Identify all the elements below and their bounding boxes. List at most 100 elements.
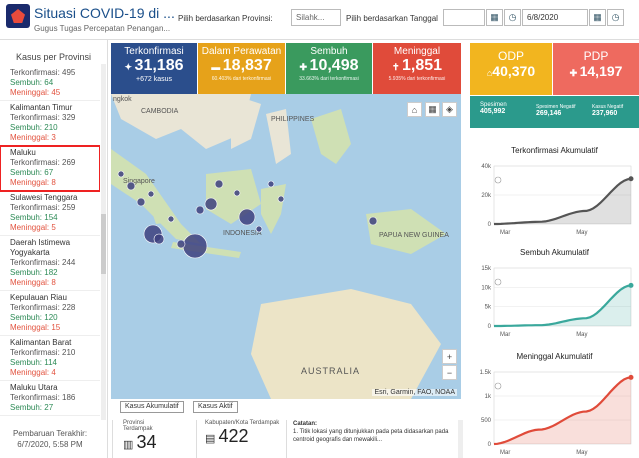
tab-kasus-akumulatif[interactable]: Kasus Akumulatif (120, 401, 184, 413)
province-list[interactable]: Terkonfirmasi: 495 Sembuh: 64 Meninggal:… (0, 64, 100, 420)
deaths-text: Meninggal: 45 (10, 88, 61, 97)
zoom-out-icon[interactable]: − (442, 365, 457, 380)
bnpb-logo (6, 4, 30, 28)
affected-provinces-label: Provinsi Terdampak (123, 420, 153, 432)
province-name: Kalimantan Timur (10, 103, 73, 112)
building-icon: ▥ (123, 439, 137, 451)
confirmed-tile: Terkonfirmasi ✦ 31,186 +672 kasus (111, 43, 197, 95)
layers-icon[interactable]: ◈ (442, 102, 457, 117)
series-area (494, 178, 631, 224)
list-item[interactable]: Kalimantan Timur Terkonfirmasi: 329 Semb… (0, 101, 100, 146)
list-item[interactable]: Terkonfirmasi: 495 Sembuh: 64 Meninggal:… (0, 64, 100, 101)
y-tick-label: 20k (481, 193, 492, 199)
list-item-selected[interactable]: Maluku Terkonfirmasi: 269 Sembuh: 67 Men… (0, 145, 100, 192)
odp-title: ODP (497, 49, 524, 63)
list-item[interactable]: Sulawesi Tenggara Terkonfirmasi: 259 Sem… (0, 191, 100, 236)
person-icon: ✦ (124, 62, 135, 72)
specimen-value: 405,992 (480, 108, 506, 115)
clock-icon[interactable]: ◷ (504, 9, 521, 26)
list-item[interactable]: Kepulauan Riau Terkonfirmasi: 228 Sembuh… (0, 291, 100, 336)
recovered-chart: 0 5k 10k 15k Mar May (481, 266, 634, 338)
grid-icon[interactable]: ▦ (425, 102, 440, 117)
list-item[interactable]: Daerah Istimewa Yogyakarta Terkonfirmasi… (0, 236, 100, 291)
pdp-tile: PDP ✚ 14,197 (553, 43, 639, 95)
province-name: Sulawesi Tenggara (10, 193, 78, 202)
specimen-block: Spesimen 405,992 (480, 102, 507, 115)
zoom-in-icon[interactable]: + (442, 349, 457, 364)
case-bubbles (117, 170, 378, 259)
y-tick-label: 15k (481, 266, 492, 272)
updated-label: Pembaruan Terakhir: (12, 429, 88, 438)
x-tick-label: May (576, 230, 587, 236)
recovered-text: Sembuh: 154 (10, 213, 58, 222)
app-subtitle: Gugus Tugas Percepatan Penangan... (34, 24, 171, 33)
list-item[interactable]: Maluku Utara Terkonfirmasi: 186 Sembuh: … (0, 381, 100, 416)
map-label-australia: AUSTRALIA (301, 366, 361, 376)
x-tick-label: Mar (500, 230, 510, 236)
recovered-text: Sembuh: 210 (10, 123, 58, 132)
confirmed-text: Terkonfirmasi: 495 (10, 68, 76, 77)
tab-kasus-aktif[interactable]: Kasus Aktif (193, 401, 238, 413)
province-name: Kalimantan Barat (10, 338, 72, 347)
deaths-chart: 0 500 1k 1.5k Mar May (480, 370, 634, 456)
notes-scrollbar[interactable] (458, 420, 463, 458)
range-handle (494, 176, 502, 184)
recovered-text: Sembuh: 114 (10, 358, 57, 367)
chart-title-deaths: Meninggal Akumulatif (516, 352, 593, 361)
y-tick-label: 0 (488, 442, 492, 448)
deaths-value: ✝ 1,851 (391, 57, 443, 74)
sidebar-title: Kasus per Provinsi (15, 52, 92, 62)
map-label-papua: PAPUA NEW GUINEA (379, 232, 449, 239)
notes-text: 1. Titik lokasi yang ditunjukkan pada pe… (293, 429, 449, 443)
y-tick-label: 10k (481, 285, 492, 291)
calendar-icon[interactable]: ▦ (486, 9, 503, 26)
start-date-field[interactable] (443, 9, 485, 26)
last-point (628, 176, 634, 182)
deaths-text: Meninggal: 4 (10, 368, 56, 377)
province-select[interactable]: Silahk... (291, 9, 341, 26)
list-item[interactable]: Kalimantan Barat Terkonfirmasi: 210 Semb… (0, 336, 100, 381)
city-icon: ▤ (205, 433, 219, 445)
y-tick-label: 0 (488, 222, 492, 228)
province-name: Maluku Utara (10, 383, 58, 392)
range-handle (494, 382, 502, 390)
specimen-title: Spesimen (480, 102, 507, 108)
x-tick-label: Mar (500, 332, 510, 338)
recovered-text: Sembuh: 67 (10, 168, 54, 177)
app-title: Situasi COVID-19 di ... (34, 5, 175, 21)
end-date-field[interactable]: 6/8/2020 (522, 9, 588, 26)
negative-specimen-value: 269,146 (536, 110, 562, 117)
x-tick-label: May (576, 450, 587, 456)
range-handle (494, 278, 502, 286)
series-line (493, 376, 632, 446)
calendar-icon-end[interactable]: ▦ (589, 9, 606, 26)
confirmed-text: Terkonfirmasi: 228 (10, 303, 76, 312)
confirmed-text: Terkonfirmasi: 244 (10, 258, 76, 267)
recovered-title: Sembuh (310, 46, 348, 57)
confirmed-text: Terkonfirmasi: 259 (10, 203, 76, 212)
deaths-text: Meninggal: 5 (10, 223, 56, 232)
deaths-sub: 5.935% dari terkonfirmasi (388, 76, 446, 82)
map-label-bangkok: ngkok (113, 96, 132, 103)
last-point (628, 282, 634, 288)
last-updated: Pembaruan Terakhir: 6/7/2020, 5:58 PM (0, 428, 100, 450)
confirmed-title: Terkonfirmasi (124, 46, 184, 57)
recovered-text: Sembuh: 27 (10, 403, 54, 412)
deaths-title: Meninggal (393, 46, 441, 57)
recovered-tile: Sembuh ✚ 10,498 33.663% dari terkonfirma… (286, 43, 372, 95)
specimen-tile: Spesimen 405,992 Spesimen Negatif 269,14… (470, 96, 639, 128)
deaths-tile: Meninggal ✝ 1,851 5.935% dari terkonfirm… (373, 43, 461, 95)
y-tick-label: 1k (485, 394, 492, 400)
negative-specimen-title: Spesimen Negatif (536, 104, 576, 110)
home-icon[interactable]: ⌂ (407, 102, 422, 117)
notes-panel: Catatan: 1. Titik lokasi yang ditunjukka… (286, 420, 456, 458)
clock-icon-end[interactable]: ◷ (607, 9, 624, 26)
top-bar: Situasi COVID-19 di ... Gugus Tugas Perc… (0, 0, 639, 40)
y-tick-label: 1.5k (480, 370, 492, 376)
sidebar-scrollbar[interactable] (101, 64, 106, 420)
map-attribution: Esri, Garmin, FAO, NOAA (372, 389, 457, 396)
scrollbar-thumb[interactable] (101, 214, 106, 274)
map-label-singapore: Singapore (123, 178, 155, 185)
series-area (494, 285, 631, 326)
recovered-sub: 33.663% dari terkonfirmasi (299, 76, 359, 82)
